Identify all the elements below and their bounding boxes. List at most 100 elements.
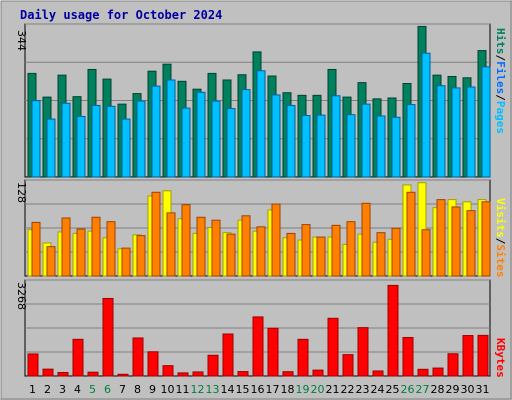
day-label: 9	[149, 383, 156, 396]
sites-bar	[31, 221, 41, 277]
files-bar	[406, 104, 416, 178]
kbytes-scale-max: 3268	[15, 282, 28, 310]
files-bar	[466, 86, 476, 178]
day-label: 21	[326, 383, 340, 396]
sites-bar	[136, 235, 146, 277]
kbytes-bar	[42, 368, 54, 377]
files-bar	[316, 114, 326, 178]
kbytes-bar	[477, 334, 489, 377]
kbytes-bar	[162, 365, 174, 377]
files-bar	[61, 102, 71, 178]
sites-bar	[151, 191, 161, 277]
files-bar	[346, 114, 356, 178]
files-bar	[226, 108, 236, 178]
day-label: 11	[176, 383, 190, 396]
kbytes-bar	[372, 370, 384, 377]
files-bar	[376, 115, 386, 178]
day-label: 12	[191, 383, 205, 396]
day-label: 24	[371, 383, 385, 396]
sites-bar	[76, 228, 86, 277]
files-bar	[436, 85, 446, 178]
sites-bar	[376, 232, 386, 277]
kbytes-bar	[327, 317, 339, 377]
sites-bar	[181, 204, 191, 277]
visits-legend-visits: Visits	[494, 198, 507, 238]
files-bar	[271, 94, 281, 178]
files-bar	[181, 107, 191, 178]
kbytes-bar	[402, 336, 414, 377]
files-bar	[136, 100, 146, 178]
sites-bar	[91, 216, 101, 277]
kbytes-bar	[237, 371, 249, 377]
day-label: 31	[476, 383, 490, 396]
files-bar	[196, 91, 206, 178]
sites-bar	[256, 226, 266, 277]
kbytes-bar	[462, 335, 474, 377]
files-bar	[331, 95, 341, 178]
visits-legend-sites: Sites	[494, 244, 507, 277]
sites-bar	[211, 219, 221, 277]
hits-legend-hits: Hits	[494, 28, 507, 55]
sites-bar	[466, 210, 476, 277]
chart-panels: 344 Hits/Files/Pages128Visits/Sites3268KB…	[15, 23, 507, 396]
sites-bar	[316, 236, 326, 277]
day-label: 3	[59, 383, 66, 396]
files-bar	[106, 105, 116, 178]
day-label: 10	[161, 383, 175, 396]
hits-legend: Hits/Files/Pages	[494, 28, 507, 134]
visits-legend-separator: /	[494, 238, 507, 245]
sites-bar	[421, 229, 431, 277]
hits-legend-separator: /	[494, 55, 507, 62]
day-label: 6	[104, 383, 111, 396]
files-bar	[256, 70, 266, 178]
sites-bar	[391, 227, 401, 277]
files-bar	[481, 66, 491, 178]
hits-legend-files: Files	[494, 61, 507, 94]
kbytes-bar	[207, 354, 219, 377]
kbytes-bar	[252, 316, 264, 377]
files-bar	[31, 100, 41, 178]
sites-bar	[241, 215, 251, 277]
sites-bar	[301, 224, 311, 277]
day-label: 23	[356, 383, 370, 396]
day-label: 5	[89, 383, 96, 396]
files-bar	[451, 87, 461, 178]
day-label: 25	[386, 383, 400, 396]
kbytes-bar	[387, 284, 399, 377]
kbytes-bar	[432, 367, 444, 377]
kbytes-bar	[132, 337, 144, 377]
files-bar	[301, 115, 311, 178]
kbytes-panel: 3268 KBytes	[15, 279, 507, 378]
day-label: 2	[44, 383, 51, 396]
day-label: 16	[251, 383, 265, 396]
day-label: 28	[431, 383, 445, 396]
files-bar	[211, 100, 221, 178]
files-bar	[91, 104, 101, 178]
kbytes-bar	[57, 371, 69, 377]
files-bar	[361, 103, 371, 178]
day-label: 27	[416, 383, 430, 396]
day-labels: 1 2 3 4 5 6 7 8 9 10 11 12 13 14 15 16 17 18 19 20 21 22 23 24 2…	[29, 383, 490, 396]
sites-bar	[46, 246, 56, 277]
files-bar	[166, 79, 176, 178]
visits-scale-max: 128	[15, 182, 28, 203]
day-label: 4	[74, 383, 81, 396]
kbytes-bar	[102, 297, 114, 377]
sites-bar	[121, 247, 131, 277]
files-bar	[76, 115, 86, 178]
kbytes-bar	[27, 353, 39, 377]
sites-bar	[481, 201, 491, 277]
kbytes-bar	[72, 338, 84, 377]
day-label: 20	[311, 383, 325, 396]
sites-bar	[166, 212, 176, 277]
files-bar	[241, 89, 251, 178]
day-label: 26	[401, 383, 415, 396]
visits-legend: Visits/Sites	[494, 198, 507, 278]
day-label: 14	[221, 383, 235, 396]
sites-bar	[106, 221, 116, 277]
sites-bar	[436, 199, 446, 277]
kbytes-bar	[177, 372, 189, 377]
sites-bar	[346, 221, 356, 277]
